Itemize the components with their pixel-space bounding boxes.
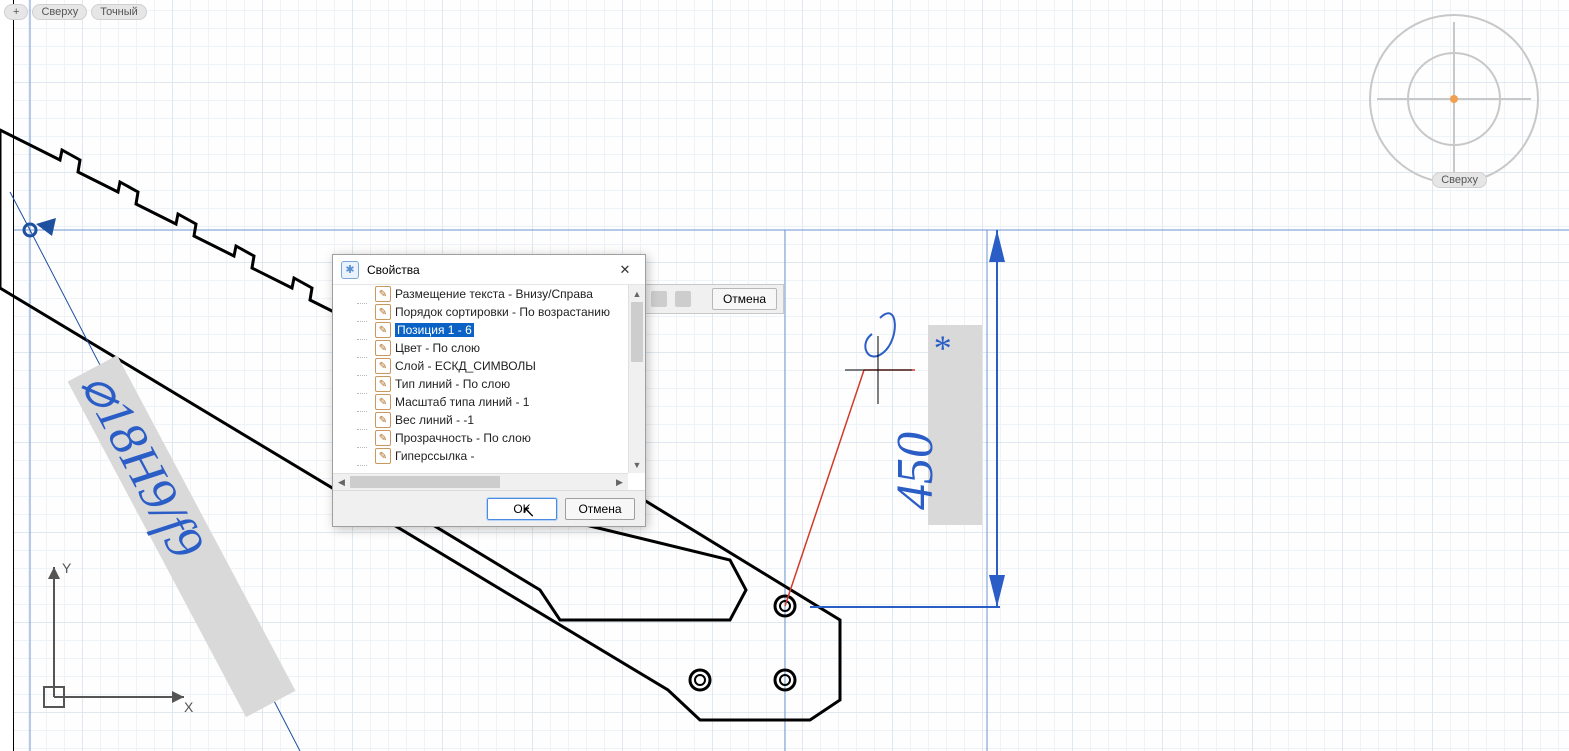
properties-dialog: Свойства ✕ Размещение текста - Внизу/Спр… xyxy=(332,254,646,527)
tree-row: Слой - ЕСКД_СИМВОЛЫ xyxy=(341,357,628,375)
tree-row: Вес линий - -1 xyxy=(341,411,628,429)
edit-icon xyxy=(375,358,391,374)
edit-icon xyxy=(375,322,391,338)
dialog-buttons: OK Отмена xyxy=(333,490,645,526)
dialog-title: Свойства xyxy=(367,263,603,277)
scroll-right-icon[interactable]: ▶ xyxy=(611,474,628,490)
tree-row: Размещение текста - Внизу/Справа xyxy=(341,285,628,303)
vertical-scrollbar[interactable]: ▲ ▼ xyxy=(628,285,645,473)
dialog-titlebar[interactable]: Свойства ✕ xyxy=(333,255,645,285)
edit-icon xyxy=(375,412,391,428)
edit-icon xyxy=(375,376,391,392)
viewcube[interactable] xyxy=(1369,14,1539,184)
edit-icon xyxy=(375,304,391,320)
edit-icon xyxy=(375,286,391,302)
tree-row: Прозрачность - По слою xyxy=(341,429,628,447)
viewport-grid[interactable] xyxy=(0,0,1569,751)
tree-row: Масштаб типа линий - 1 xyxy=(341,393,628,411)
toolbar-fragment: Отмена xyxy=(644,284,784,314)
properties-tree[interactable]: Размещение текста - Внизу/Справа Порядок… xyxy=(333,285,628,473)
cancel-button[interactable]: Отмена xyxy=(565,498,635,520)
breadcrumbs: + Сверху Точный xyxy=(4,4,147,20)
viewcube-label[interactable]: Сверху xyxy=(1432,172,1487,188)
scroll-thumb[interactable] xyxy=(631,302,643,362)
edit-icon xyxy=(375,340,391,356)
tree-row: Тип линий - По слою xyxy=(341,375,628,393)
tree-row: Цвет - По слою xyxy=(341,339,628,357)
scroll-up-icon[interactable]: ▲ xyxy=(629,285,645,302)
ucs-y: Y xyxy=(62,560,72,576)
ucs-icon[interactable]: X Y xyxy=(34,557,194,717)
edit-icon xyxy=(375,394,391,410)
sheet-edge xyxy=(0,0,14,751)
tree-row: Порядок сортировки - По возрастанию xyxy=(341,303,628,321)
scroll-left-icon[interactable]: ◀ xyxy=(333,474,350,490)
scroll-down-icon[interactable]: ▼ xyxy=(629,456,645,473)
toolbar-cancel-button[interactable]: Отмена xyxy=(712,288,777,310)
crumb-top[interactable]: Сверху xyxy=(32,4,87,20)
crumb-exact[interactable]: Точный xyxy=(91,4,147,20)
tree-row-selected: Позиция 1 - 6 xyxy=(341,321,628,339)
edit-icon xyxy=(375,448,391,464)
close-icon[interactable]: ✕ xyxy=(611,259,639,281)
ok-button[interactable]: OK xyxy=(487,498,557,520)
toolbar-icon[interactable] xyxy=(675,291,691,307)
tree-row: Гиперссылка - xyxy=(341,447,628,465)
crumb-plus[interactable]: + xyxy=(4,4,28,20)
toolbar-icon[interactable] xyxy=(651,291,667,307)
edit-icon xyxy=(375,430,391,446)
gear-icon xyxy=(341,261,359,279)
ucs-x: X xyxy=(184,699,194,715)
scroll-thumb[interactable] xyxy=(350,476,500,488)
horizontal-scrollbar[interactable]: ◀ ▶ xyxy=(333,473,628,490)
